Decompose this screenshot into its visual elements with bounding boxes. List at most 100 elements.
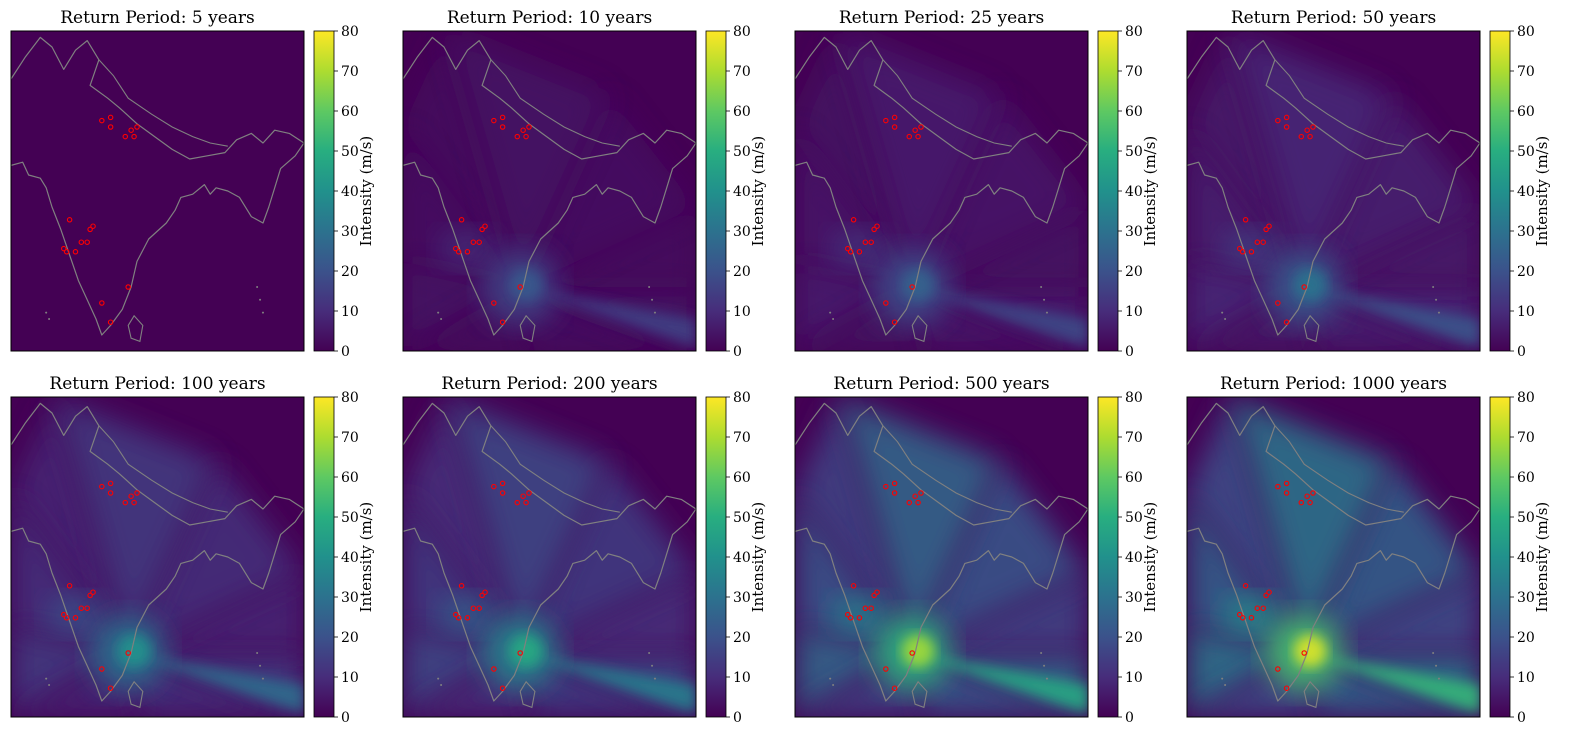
coastlines: [1187, 36, 1480, 343]
panel-title: Return Period: 25 years: [839, 8, 1044, 28]
colorbar-tick-label: 80: [1517, 24, 1535, 40]
colorbar-tick-label: 10: [341, 304, 359, 320]
site-marker: [491, 666, 497, 672]
site-marker: [856, 615, 863, 621]
core-peak: [510, 268, 543, 302]
colorbar-tick-label: 50: [1125, 510, 1143, 526]
coastline: [795, 402, 1088, 702]
colorbar-tick-label: 30: [733, 224, 751, 240]
colorbar-tick-label: 20: [1517, 630, 1535, 646]
island: [48, 318, 51, 320]
island: [437, 677, 440, 680]
colorbar-tick-label: 50: [1125, 144, 1143, 160]
island: [259, 298, 262, 301]
west-hotspot: [1222, 229, 1281, 268]
site-marker: [1307, 499, 1313, 506]
colorbar-tick-label: 10: [1517, 304, 1535, 320]
intensity-wedge: [838, 31, 1001, 287]
island: [1221, 677, 1224, 680]
site-marker: [60, 611, 67, 618]
site-marker: [517, 284, 523, 290]
site-marker: [107, 124, 114, 130]
intensity-wedge: [128, 653, 304, 717]
colorbar-tick-label: 40: [1517, 184, 1535, 200]
coastline: [11, 402, 304, 702]
intensity-streak: [520, 653, 696, 714]
site-marker: [847, 615, 854, 621]
map-frame: [10, 30, 305, 352]
colorbar-tick-label: 30: [1125, 224, 1143, 240]
site-marker: [891, 490, 898, 496]
coastlines: [795, 36, 1088, 343]
intensity-wedge: [403, 493, 521, 653]
colorbar-tick-label: 0: [1125, 710, 1134, 726]
site-marker: [844, 611, 851, 618]
site-marker: [912, 493, 918, 499]
site-marker: [499, 480, 506, 487]
site-marker: [918, 490, 924, 496]
panel-500-years: Return Period: 500 years 0 10 20 30 40 50 60 70 8…: [794, 374, 1159, 726]
colorbar-label: Intensity (m/s): [1141, 136, 1159, 247]
island: [651, 664, 654, 667]
intensity-wedge: [520, 653, 696, 717]
colorbar-tick-label: 80: [1517, 390, 1535, 406]
northern-border: [490, 59, 620, 147]
site-marker: [1239, 249, 1246, 255]
site-marker: [499, 490, 506, 496]
site-marker: [1266, 223, 1272, 229]
site-marker: [131, 133, 137, 140]
site-marker: [470, 239, 477, 245]
intensity-wedge: [520, 653, 696, 717]
island: [829, 311, 832, 314]
island: [45, 677, 48, 680]
colorbar-tick-label: 20: [1125, 264, 1143, 280]
colorbar-tick-label: 80: [341, 390, 359, 406]
intensity-wedge: [520, 95, 696, 287]
site-marker: [891, 114, 898, 121]
site-marker: [1239, 615, 1246, 621]
colorbar-tick-label: 50: [1517, 144, 1535, 160]
site-marker: [523, 133, 529, 140]
site-marker: [883, 483, 889, 490]
site-marker: [871, 592, 877, 599]
site-marker: [491, 483, 497, 490]
colorbar-tick-label: 50: [733, 510, 751, 526]
coastline: [795, 36, 1088, 336]
island: [1432, 652, 1435, 654]
site-marker: [107, 490, 114, 496]
coastline: [1187, 36, 1480, 336]
intensity-streak: [520, 287, 696, 348]
west-hotspot: [830, 595, 889, 634]
island: [1043, 298, 1046, 301]
island: [1437, 677, 1440, 680]
colorbar-tick-label: 30: [1517, 224, 1535, 240]
colorbar-tick-label: 60: [341, 104, 359, 120]
colorbar-tick-label: 0: [733, 344, 742, 360]
island: [261, 677, 264, 680]
panel-title: Return Period: 50 years: [1231, 8, 1436, 28]
site-marker: [868, 605, 874, 611]
intensity-field: [1187, 397, 1480, 717]
colorbar-tick-label: 40: [1125, 550, 1143, 566]
site-marker: [99, 483, 105, 490]
intensity-streak: [1304, 287, 1480, 348]
site-marker: [909, 650, 915, 656]
site-marker: [1283, 480, 1290, 487]
site-marker: [499, 114, 506, 121]
colorbar-tick-label: 30: [341, 590, 359, 606]
site-marker: [458, 217, 465, 223]
colorbar-tick-label: 40: [733, 184, 751, 200]
west-hotspot: [1222, 595, 1281, 634]
site-marker: [868, 239, 874, 245]
intensity-wedge: [912, 653, 1088, 717]
intensity-wedge: [912, 95, 1088, 287]
island: [1224, 318, 1227, 320]
sri-lanka-outline: [911, 680, 928, 709]
colorbar-tick-label: 0: [1517, 344, 1526, 360]
site-marker: [1301, 650, 1307, 656]
intensity-wedge: [520, 207, 696, 287]
northern-border: [1274, 59, 1404, 147]
panel-10-years: Return Period: 10 years 0 10 20 30 40 50 60 70 80…: [402, 8, 767, 360]
site-marker: [514, 133, 521, 140]
coastline: [11, 36, 304, 336]
